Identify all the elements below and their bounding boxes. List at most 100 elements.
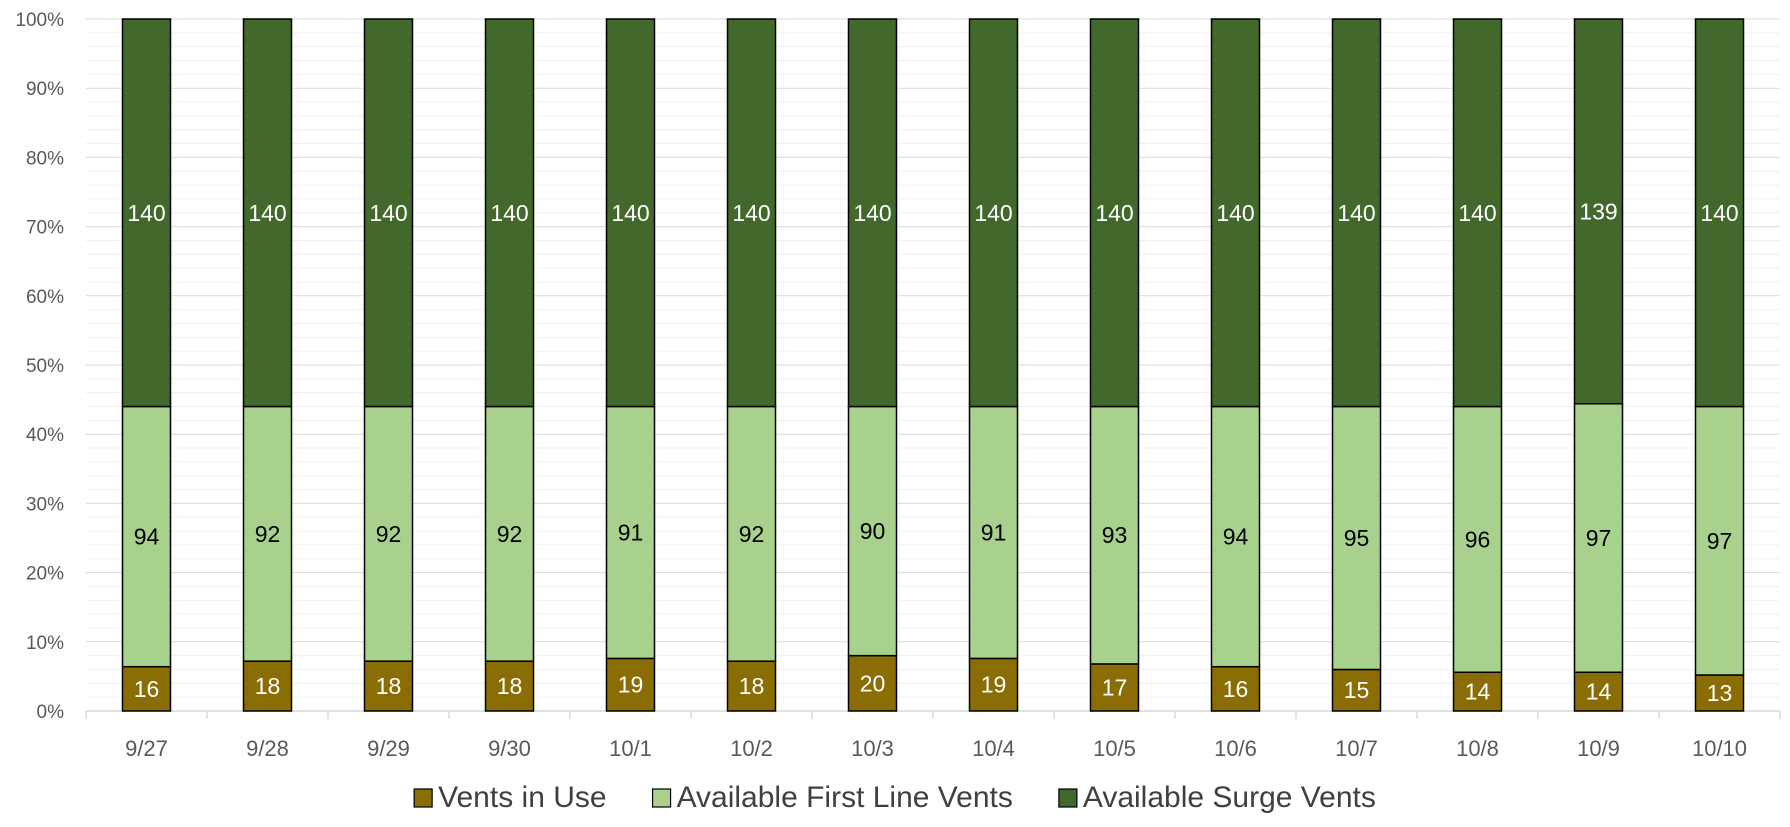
data-label: 19: [618, 672, 644, 698]
y-tick-label: 100%: [15, 10, 64, 31]
x-tick-label: 9/30: [488, 736, 531, 761]
data-label: 90: [860, 518, 886, 544]
data-label: 140: [1216, 200, 1254, 226]
bar-segment: [1331, 18, 1382, 408]
bar-segment: [121, 665, 172, 712]
x-tick-label: 9/27: [125, 736, 168, 761]
bar-segment: [1089, 405, 1140, 665]
y-tick-label: 40%: [26, 425, 64, 446]
bar-segment: [1210, 18, 1261, 408]
bar-segment: [847, 18, 898, 408]
data-label: 14: [1586, 679, 1612, 705]
legend-label: Available First Line Vents: [677, 781, 1013, 814]
data-label: 17: [1102, 674, 1128, 700]
legend-swatch: [651, 788, 672, 808]
x-tick-label: 10/3: [851, 736, 894, 761]
y-tick-label: 80%: [26, 148, 64, 169]
data-label: 140: [490, 200, 528, 226]
bar-segment: [1210, 665, 1261, 712]
data-label: 94: [1223, 524, 1249, 550]
x-tick-label: 10/8: [1456, 736, 1499, 761]
data-label: 93: [1102, 522, 1128, 548]
bar-segment: [1694, 405, 1745, 676]
data-label: 16: [134, 676, 160, 702]
bar-segment: [1573, 671, 1624, 712]
x-tick-label: 10/5: [1093, 736, 1136, 761]
y-tick-label: 20%: [26, 564, 64, 585]
data-label: 92: [255, 521, 281, 547]
data-label: 140: [611, 200, 649, 226]
data-label: 18: [376, 673, 402, 699]
data-label: 16: [1223, 676, 1249, 702]
data-label: 19: [981, 672, 1007, 698]
bar-segment: [484, 18, 535, 408]
legend-item: Available First Line Vents: [651, 781, 1013, 814]
data-label: 18: [497, 673, 523, 699]
bar-segment: [847, 405, 898, 657]
legend-swatch: [413, 788, 433, 808]
data-labels: 16 94 140 18 92 140 18 92 140 18 92 140 19 91 140 18 92 1…: [127, 198, 1738, 706]
bar-segment: [1573, 403, 1624, 673]
bar-segment: [1089, 18, 1140, 408]
bar-segment: [484, 405, 535, 662]
axes: 0% 10% 20% 30% 40% 50% 60% 70% 80% 90% 100% 9/27 9/2…: [15, 10, 1781, 761]
y-tick-label: 0%: [37, 702, 65, 723]
legend-label: Vents in Use: [438, 781, 606, 814]
bar-segment: [1331, 668, 1382, 712]
data-label: 140: [853, 200, 891, 226]
data-label: 13: [1707, 680, 1733, 706]
bar-segment: [242, 660, 293, 712]
data-label: 96: [1465, 526, 1491, 552]
data-label: 140: [1700, 200, 1738, 226]
data-label: 140: [1095, 200, 1133, 226]
x-tick-label: 10/7: [1335, 736, 1378, 761]
x-tick-label: 10/9: [1577, 736, 1620, 761]
data-label: 97: [1707, 528, 1733, 554]
data-label: 18: [739, 673, 765, 699]
x-tick-label: 10/10: [1692, 736, 1747, 761]
data-label: 20: [860, 670, 886, 696]
data-label: 92: [497, 521, 523, 547]
data-label: 140: [248, 200, 286, 226]
bar-segment: [605, 18, 656, 408]
data-label: 140: [974, 200, 1012, 226]
data-label: 140: [369, 200, 407, 226]
bar-segment: [363, 405, 414, 662]
bar-segment: [1694, 18, 1745, 408]
bar-segment: [363, 18, 414, 408]
bar-segment: [968, 657, 1019, 712]
legend-item: Available Surge Vents: [1058, 781, 1376, 814]
legend-item: Vents in Use: [413, 781, 607, 814]
legend-swatch: [1058, 788, 1078, 808]
bar-segment: [242, 405, 293, 662]
bar-segment: [968, 18, 1019, 408]
y-tick-label: 70%: [26, 218, 64, 239]
data-label: 140: [1337, 200, 1375, 226]
data-label: 15: [1344, 677, 1370, 703]
x-tick-label: 10/1: [609, 736, 652, 761]
data-label: 92: [376, 521, 402, 547]
bar-segment: [1694, 674, 1745, 712]
data-label: 140: [1458, 200, 1496, 226]
grid-lines: [86, 18, 1780, 698]
bar-segment: [1452, 671, 1503, 712]
data-label: 140: [127, 200, 165, 226]
data-label: 91: [981, 519, 1007, 545]
legend-label: Available Surge Vents: [1083, 781, 1376, 814]
y-tick-label: 90%: [26, 79, 64, 100]
data-label: 14: [1465, 679, 1491, 705]
bar-segment: [242, 18, 293, 408]
bar-segment: [363, 660, 414, 712]
data-label: 95: [1344, 525, 1370, 551]
y-tick-label: 30%: [26, 494, 64, 515]
data-label: 139: [1579, 198, 1617, 224]
bar-segment: [121, 18, 172, 408]
bar-segment: [1210, 405, 1261, 668]
data-label: 92: [739, 521, 765, 547]
bar-segment: [1452, 18, 1503, 408]
bar-segment: [726, 18, 777, 408]
bar-segment: [121, 405, 172, 668]
y-tick-label: 50%: [26, 356, 64, 377]
data-label: 97: [1586, 525, 1612, 551]
